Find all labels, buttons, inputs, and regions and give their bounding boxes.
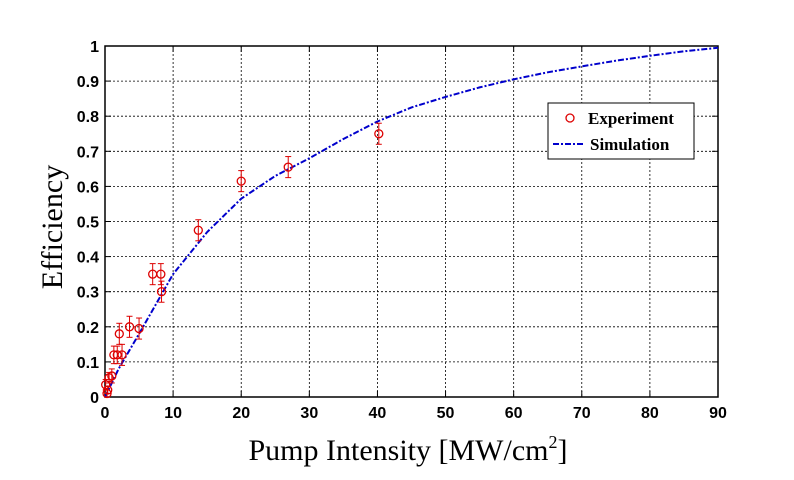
simulation-line xyxy=(104,46,719,398)
y-tick-label: 0.5 xyxy=(77,215,99,232)
y-tick-label: 0.8 xyxy=(77,109,99,126)
x-tick-label: 90 xyxy=(709,405,727,422)
legend-box xyxy=(547,102,695,160)
y-tick-label: 1 xyxy=(90,39,99,56)
y-tick-label: 0.9 xyxy=(77,74,99,91)
x-tick-label: 50 xyxy=(437,405,455,422)
experiment-point xyxy=(114,329,124,339)
y-tick-label: 0.1 xyxy=(77,355,99,372)
x-tick-label: 0 xyxy=(101,405,110,422)
experiment-point xyxy=(236,176,246,186)
x-tick-label: 20 xyxy=(232,405,250,422)
y-tick-labels: 0 0.1 0.2 0.3 0.4 0.5 0.6 0.7 0.8 0.9 1 xyxy=(77,39,99,407)
experiment-point xyxy=(156,269,166,279)
y-axis-title: Efficiency xyxy=(36,165,69,289)
experiment-point xyxy=(107,371,117,381)
x-tick-label: 70 xyxy=(573,405,591,422)
experiment-point xyxy=(283,162,293,172)
y-tick-label: 0.4 xyxy=(77,250,99,267)
y-tick-label: 0.6 xyxy=(77,179,99,196)
experiment-point xyxy=(102,388,112,399)
legend-experiment-label: Experiment xyxy=(588,109,674,128)
y-tick-label: 0.7 xyxy=(77,144,99,161)
experiment-series xyxy=(101,122,384,399)
experiment-point xyxy=(156,287,167,297)
simulation-series xyxy=(104,46,719,398)
legend: Experiment Simulation xyxy=(547,102,695,160)
experiment-point xyxy=(374,129,384,139)
x-tick-label: 60 xyxy=(505,405,523,422)
legend-experiment-marker xyxy=(565,113,575,123)
experiment-point xyxy=(104,373,114,383)
x-tick-label: 30 xyxy=(300,405,318,422)
x-tick-label: 80 xyxy=(641,405,659,422)
grid xyxy=(105,46,718,397)
y-tick-label: 0 xyxy=(90,390,99,407)
experiment-point xyxy=(112,350,122,360)
x-tick-label: 40 xyxy=(369,405,387,422)
y-tick-label: 0.3 xyxy=(77,285,99,302)
experiment-point xyxy=(117,350,127,360)
experiment-point xyxy=(124,322,135,332)
x-tick-labels: 0 10 20 30 40 50 60 70 80 90 xyxy=(101,405,727,422)
y-tick-label: 0.2 xyxy=(77,320,99,337)
experiment-point xyxy=(103,385,113,395)
x-axis-title: Pump Intensity [MW/cm2] xyxy=(249,432,568,467)
experiment-point xyxy=(193,225,203,235)
legend-simulation-label: Simulation xyxy=(590,135,670,154)
x-tick-label: 10 xyxy=(164,405,182,422)
experiment-point xyxy=(134,323,144,334)
